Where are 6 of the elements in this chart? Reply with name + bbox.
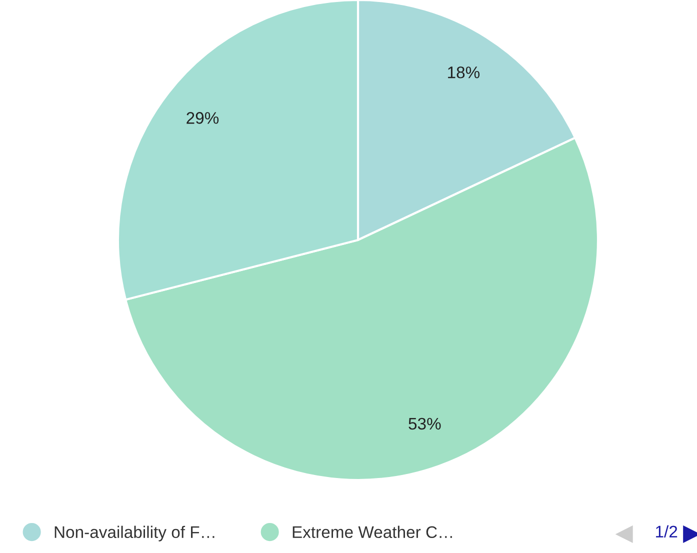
text: 1/2 bbox=[656, 525, 678, 538]
data-label: 18% bbox=[448, 66, 480, 78]
data-label: 29% bbox=[186, 112, 219, 124]
data-label: 53% bbox=[408, 418, 441, 430]
legend-label: Non-availability of F… bbox=[54, 526, 214, 542]
legend-label: Extreme Weather C… bbox=[292, 526, 452, 538]
